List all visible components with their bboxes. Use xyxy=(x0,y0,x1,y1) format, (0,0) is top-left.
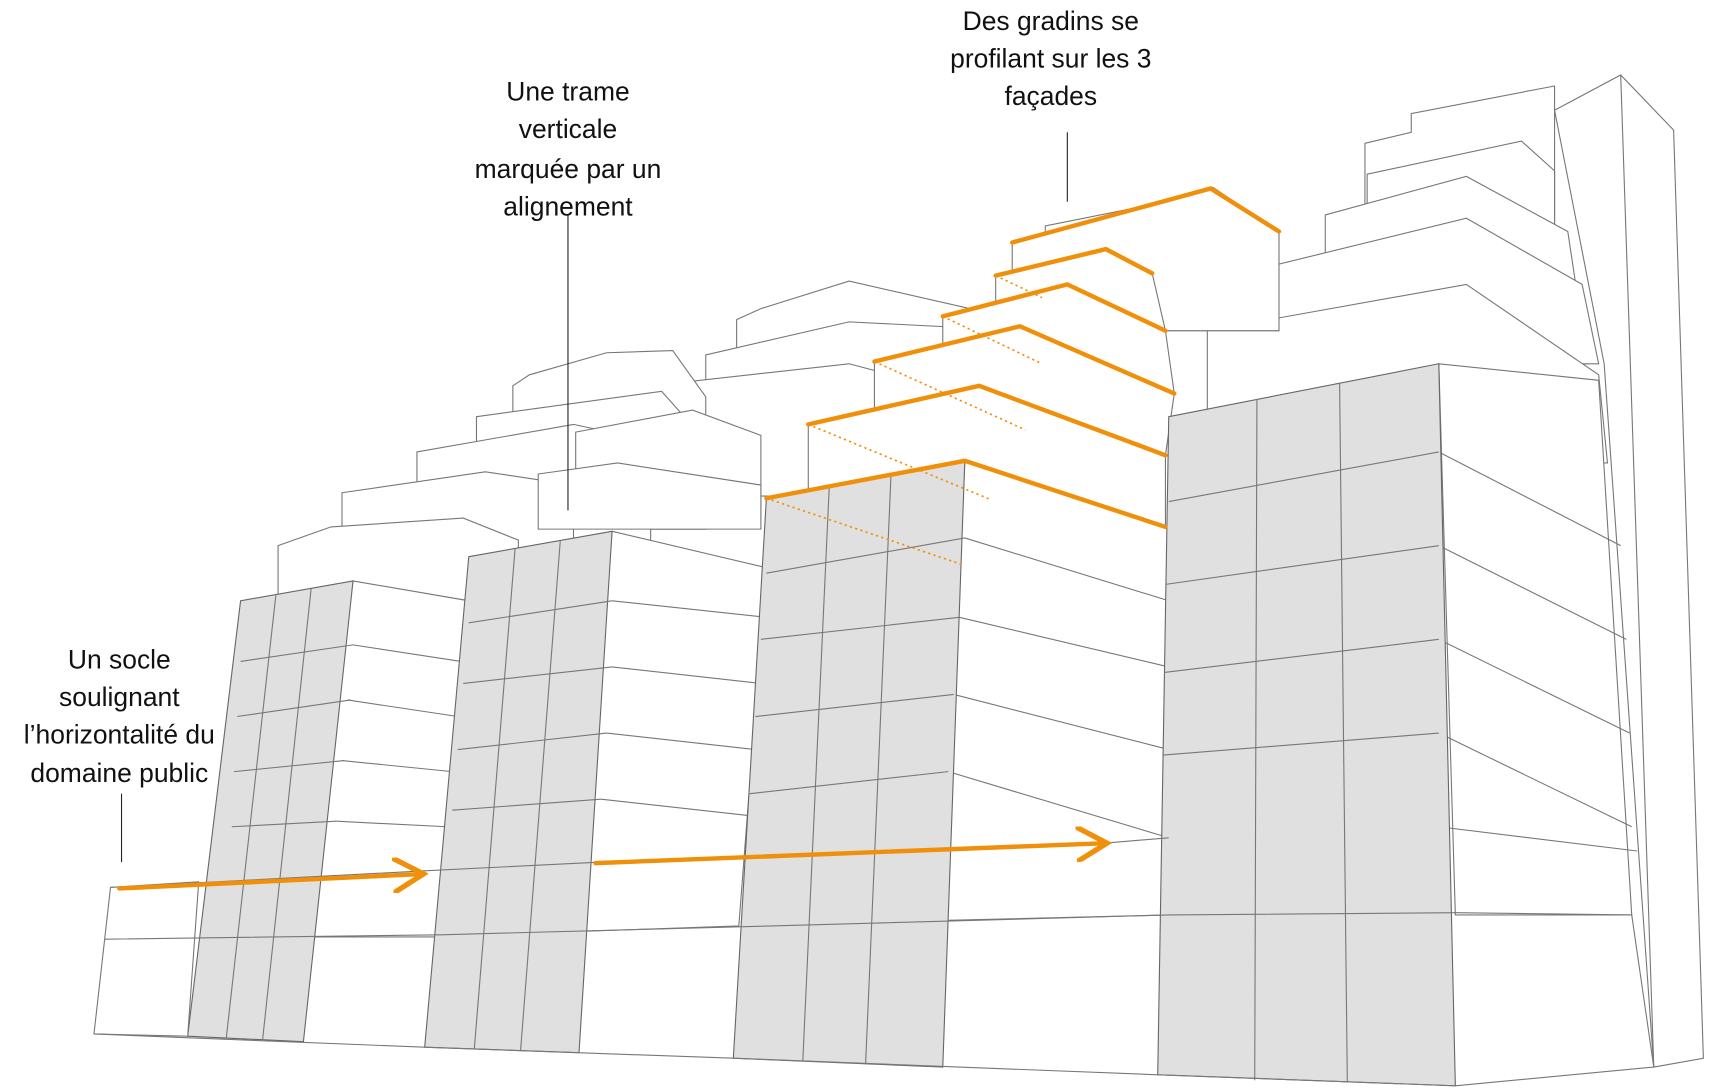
arrow xyxy=(593,843,1103,866)
socle xyxy=(93,881,200,1037)
annotation-line: l’horizontalité du xyxy=(24,719,215,749)
column xyxy=(187,580,354,1043)
column xyxy=(732,460,966,1068)
annotation: Des gradins se profilant sur les 3 façad… xyxy=(950,6,1151,111)
annotation-line: alignement xyxy=(503,191,633,221)
arrow xyxy=(117,874,419,888)
annotation-line: soulignant xyxy=(59,682,180,712)
facade xyxy=(1438,363,1633,916)
annotation: Une trame verticale marquée par un align… xyxy=(475,77,662,222)
annotation-line: marquée par un xyxy=(475,154,662,184)
building xyxy=(93,74,1704,1087)
annotation: Un socle soulignant l’horizontalité du d… xyxy=(24,644,215,788)
annotation-line: domaine public xyxy=(30,758,208,788)
annotation-line: Une trame xyxy=(506,77,629,107)
orange-gradins xyxy=(764,186,1282,567)
annotation-line: profilant sur les 3 xyxy=(950,44,1151,74)
annotation-line: verticale xyxy=(519,114,617,144)
column-lines xyxy=(225,383,1439,1083)
step xyxy=(537,462,762,530)
facade xyxy=(942,460,1170,922)
annotation-line: Un socle xyxy=(68,644,171,674)
annotation-line: Des gradins se xyxy=(963,6,1139,36)
floor-lines xyxy=(336,451,1638,852)
annotation-line: façades xyxy=(1004,81,1097,111)
column xyxy=(1157,363,1456,1087)
